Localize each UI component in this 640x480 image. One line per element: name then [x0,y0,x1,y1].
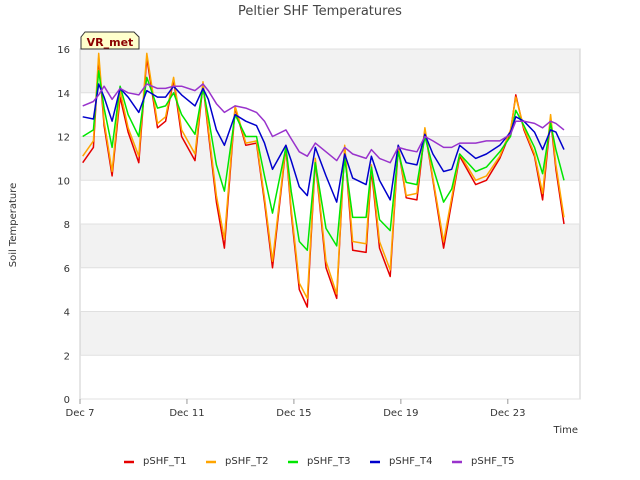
y-tick-label: 2 [64,351,70,362]
legend-label: pSHF_T5 [471,456,514,467]
x-tick-label: Dec 19 [383,408,418,419]
band-10-12 [80,136,580,181]
band-6-8 [80,224,580,268]
series-line-pSHF_T5 [82,83,565,164]
x-axis: Dec 7 Dec 11 Dec 15 Dec 19 Dec 23 [66,399,525,419]
y-tick-label: 0 [64,395,70,406]
y-tick-label: 12 [57,133,70,144]
chart-title: Peltier SHF Temperatures [238,4,402,19]
legend-label: pSHF_T3 [307,456,350,467]
band-12-14 [80,92,580,137]
legend-label: pSHF_T4 [389,456,432,467]
legend-label: pSHF_T2 [225,456,268,467]
y-axis-label: Soil Temperature [8,183,19,268]
site-badge: VR_met [80,31,140,50]
series-line-pSHF_T4 [82,83,565,203]
y-tick-label: 10 [57,176,70,187]
badge-shape [80,31,140,50]
series-line-pSHF_T2 [82,52,565,300]
legend-label: pSHF_T1 [143,456,186,467]
series-lines [82,52,565,308]
x-axis-label: Time [553,425,578,436]
legend-item-pSHF_T3: pSHF_T3 [288,456,350,467]
legend: pSHF_T1 pSHF_T2 pSHF_T3 pSHF_T4 pSHF_T5 [124,456,514,467]
series-line-pSHF_T3 [82,70,565,252]
y-tick-label: 8 [64,220,70,231]
legend-item-pSHF_T4: pSHF_T4 [370,456,432,467]
legend-item-pSHF_T5: pSHF_T5 [452,456,514,467]
band-14-16 [80,49,580,93]
plot-background-bands [80,49,580,399]
x-tick-label: Dec 15 [276,408,311,419]
y-tick-label: 16 [57,45,70,56]
legend-item-pSHF_T1: pSHF_T1 [124,456,186,467]
y-tick-label: 6 [64,264,70,275]
legend-item-pSHF_T2: pSHF_T2 [206,456,268,467]
y-tick-label: 4 [64,308,70,319]
x-tick-label: Dec 23 [490,408,525,419]
badge-label: VR_met [87,36,134,49]
band-0-2 [80,355,580,399]
x-tick-label: Dec 7 [66,408,95,419]
y-axis: 0 2 4 6 8 10 12 14 16 [57,45,580,406]
band-2-4 [80,311,580,356]
x-tick-label: Dec 11 [169,408,204,419]
y-tick-label: 14 [57,89,70,100]
